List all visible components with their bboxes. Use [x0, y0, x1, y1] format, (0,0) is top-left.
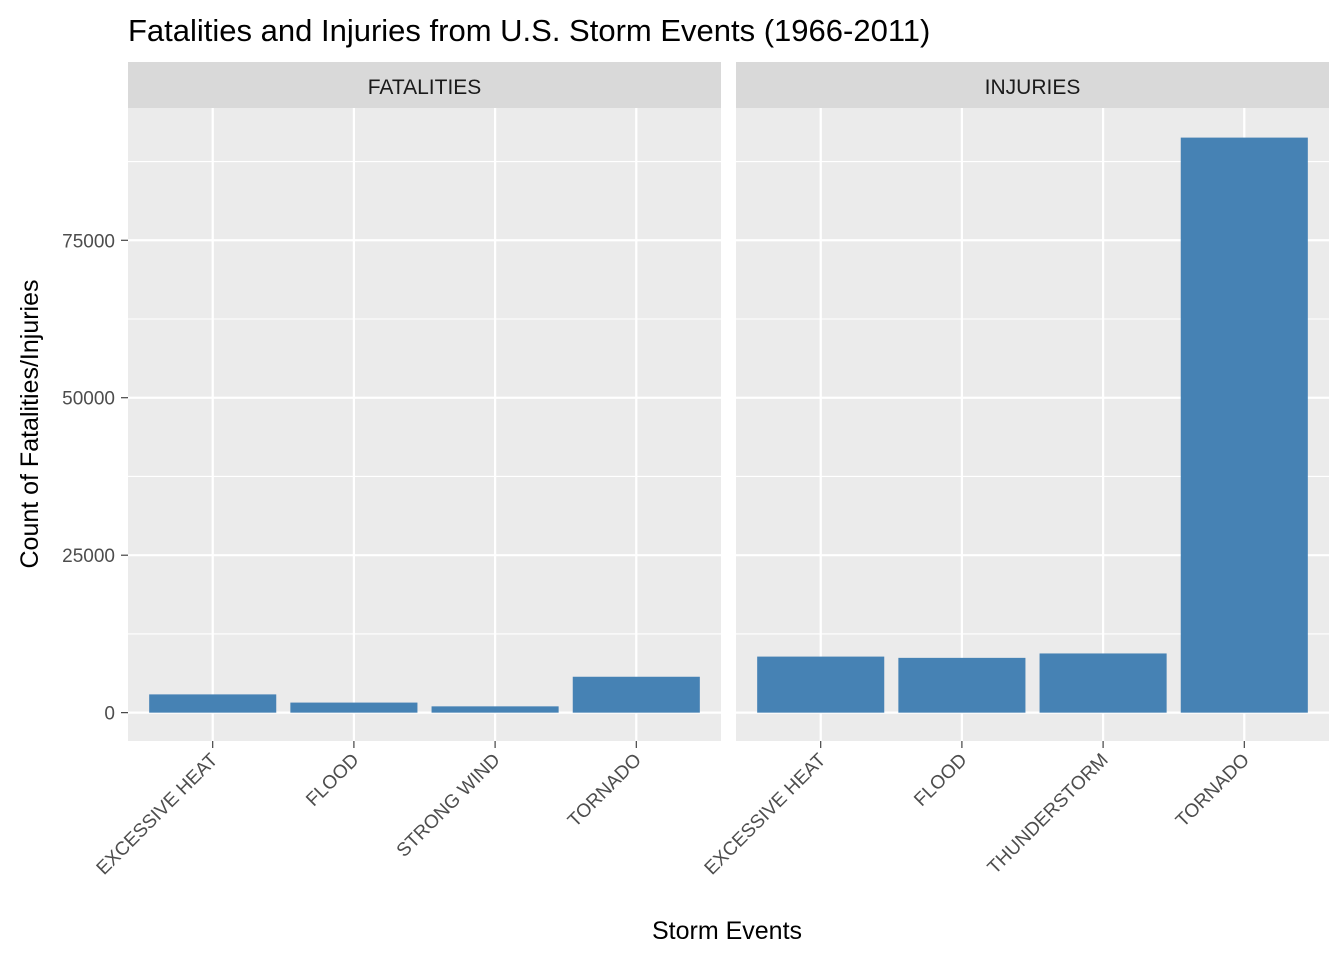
x-tick-label: STRONG WIND	[393, 750, 505, 862]
x-tick-label: THUNDERSTORM	[984, 750, 1113, 879]
y-tick-label: 50000	[62, 389, 115, 410]
facet-strip-label: INJURIES	[985, 76, 1081, 99]
bar-injuries-flood	[898, 657, 1026, 713]
bar-fatalities-excessive-heat	[149, 694, 277, 713]
facet-panel-injuries: INJURIES EXCESSIVE HEAT FLOOD THUNDERSTORM T…	[701, 62, 1329, 879]
facet-panel-fatalities: FATALITIES EXCESSIVE HEAT FLOOD STRONG WIND…	[93, 62, 721, 879]
y-tick-label: 25000	[62, 546, 115, 567]
x-tick-label: FLOOD	[302, 750, 363, 811]
x-tick-label: TORNADO	[1172, 750, 1254, 832]
bar-fatalities-strong-wind	[431, 706, 559, 713]
bar-injuries-excessive-heat	[757, 656, 885, 713]
facet-strip-label: FATALITIES	[368, 76, 482, 99]
facet-strip	[128, 62, 721, 108]
x-tick-label: EXCESSIVE HEAT	[701, 749, 831, 879]
x-tick-label: TORNADO	[564, 750, 646, 832]
bar-fatalities-tornado	[572, 676, 700, 713]
y-axis-title: Count of Fatalities/Injuries	[16, 279, 44, 568]
y-tick-label: 75000	[62, 231, 115, 252]
panel-background	[128, 108, 721, 741]
x-tick-label: EXCESSIVE HEAT	[93, 749, 223, 879]
bar-injuries-thunderstorm	[1039, 653, 1167, 713]
y-axis: 0 25000 50000 75000	[62, 231, 128, 725]
facet-strip	[736, 62, 1329, 108]
x-tick-label: FLOOD	[910, 750, 971, 811]
facet-panels: FATALITIES EXCESSIVE HEAT FLOOD STRONG WIND…	[93, 62, 1329, 879]
bar-fatalities-flood	[290, 702, 418, 713]
x-axis-title: Storm Events	[652, 917, 802, 945]
y-tick-label: 0	[104, 704, 115, 725]
chart-title: Fatalities and Injuries from U.S. Storm …	[128, 13, 930, 48]
bar-injuries-tornado	[1180, 137, 1308, 713]
